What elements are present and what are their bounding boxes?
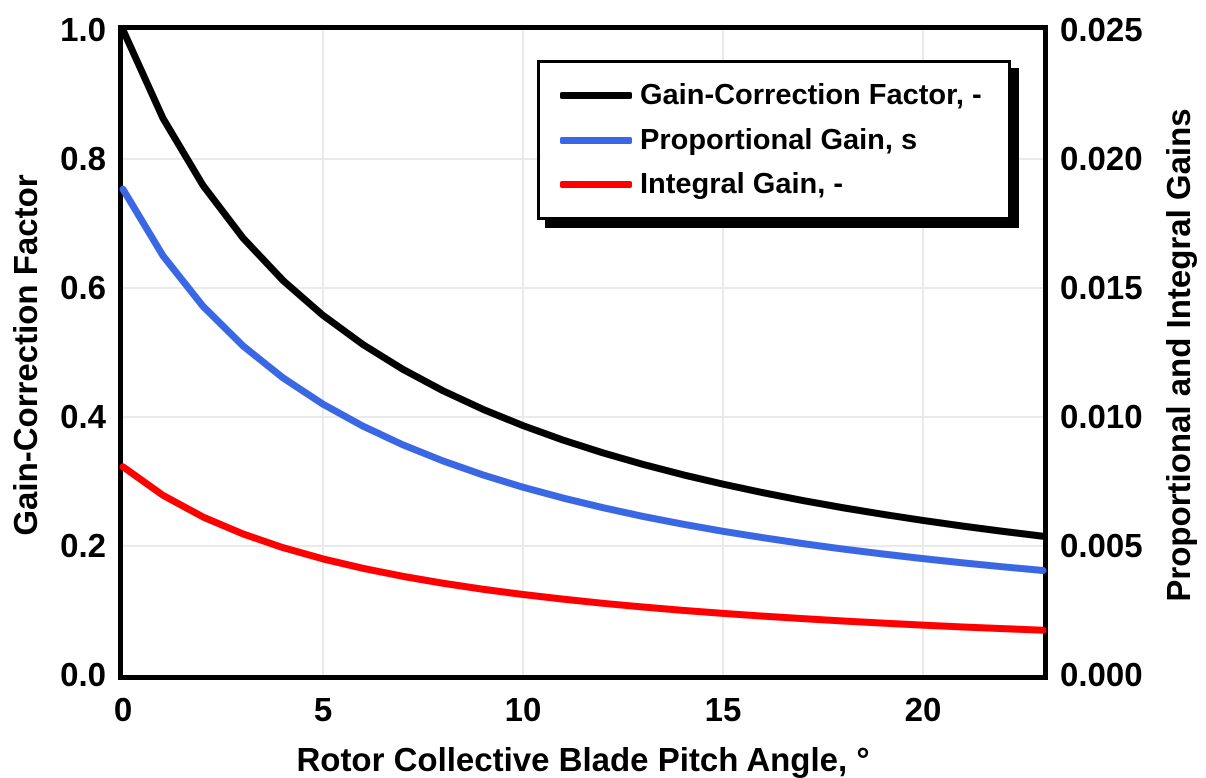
legend-label: Integral Gain, -: [640, 168, 844, 201]
x-tick-label: 15: [704, 691, 742, 728]
x-tick-label: 10: [504, 691, 542, 728]
y-left-tick-label: 0.6: [60, 269, 106, 306]
y-left-tick-label: 0.4: [60, 398, 106, 435]
series-line-1: [119, 26, 1047, 540]
y-left-tick-label: 0.8: [60, 140, 106, 177]
legend-item-proportional-gain: Proportional Gain, s: [560, 124, 1004, 157]
y-right-tick-label: 0.025: [1060, 11, 1143, 48]
y-right-tick-label: 0.010: [1060, 398, 1143, 435]
x-tick-label: 5: [313, 691, 333, 728]
y-right-tick-label: 0.015: [1060, 269, 1143, 306]
y-right-axis-title: Proportional and Integral Gains: [1160, 108, 1197, 602]
y-right-tick-label: 0.020: [1060, 140, 1143, 177]
x-axis-title: Rotor Collective Blade Pitch Angle, °: [296, 741, 870, 778]
legend-label: Proportional Gain, s: [640, 123, 918, 156]
red-line-swatch-icon: [560, 181, 632, 189]
blue-line-swatch-icon: [560, 136, 632, 144]
plot-border: [118, 25, 1048, 680]
legend: Gain-Correction Factor, - Proportional G…: [537, 60, 1011, 220]
x-tick-label: 20: [904, 691, 942, 728]
plot-area: [118, 25, 1048, 680]
series-line-2: [119, 185, 1047, 575]
y-left-tick-label: 1.0: [60, 11, 106, 48]
x-tick-label: 0: [113, 691, 133, 728]
legend-label: Gain-Correction Factor, -: [640, 78, 982, 111]
y-left-tick-label: 0.2: [60, 527, 106, 564]
y-left-tick-label: 0.0: [60, 656, 106, 693]
series-line-3: [119, 463, 1047, 634]
y-right-tick-label: 0.005: [1060, 527, 1143, 564]
legend-item-integral-gain: Integral Gain, -: [560, 168, 1004, 201]
black-line-swatch-icon: [560, 91, 632, 99]
y-left-axis-title: Gain-Correction Factor: [7, 174, 44, 536]
y-right-tick-label: 0.000: [1060, 656, 1143, 693]
chart-page: { "chart_data": { "type": "line", "title…: [7, 11, 1197, 778]
legend-item-gain-correction-factor: Gain-Correction Factor, -: [560, 79, 1004, 112]
